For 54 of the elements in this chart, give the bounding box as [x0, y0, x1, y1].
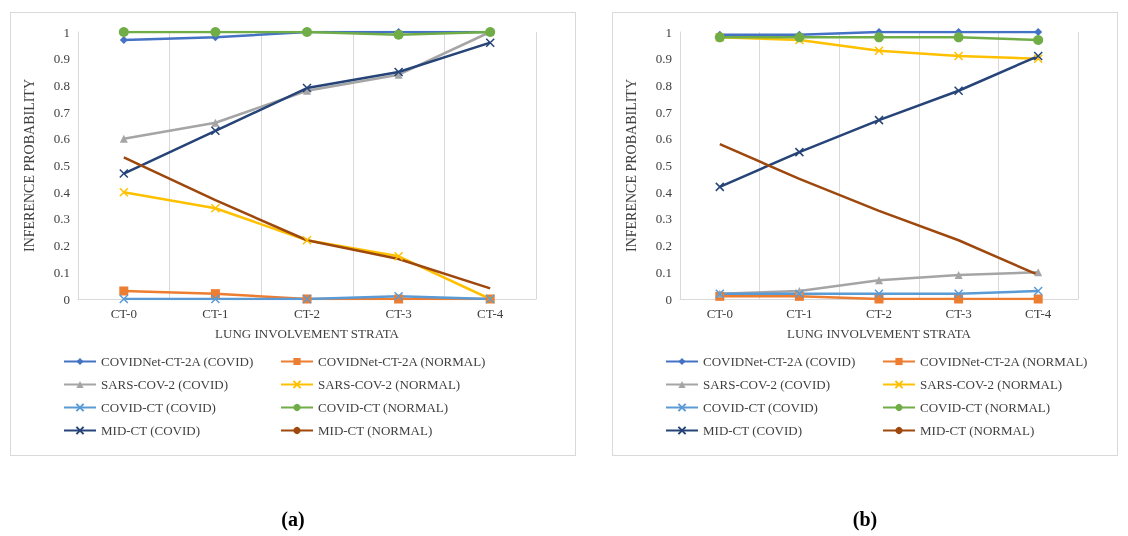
text: (a) — [281, 508, 305, 531]
legend-label: SARS-COV-2 (NORMAL) — [920, 377, 1063, 392]
legend-label: MID-CT (NORMAL) — [318, 423, 433, 438]
x-tick-label: CT-3 — [385, 306, 412, 321]
y-tick-label: 0.2 — [53, 238, 70, 254]
x-tick-label: CT-0 — [110, 306, 137, 321]
legend-label: SARS-COV-2 (NORMAL) — [318, 377, 461, 392]
legend-label: COVID-CT (NORMAL) — [920, 400, 1051, 415]
legend-label: SARS-COV-2 (COVID) — [101, 377, 229, 392]
x-tick-label: CT-1 — [786, 306, 813, 321]
legend-label: COVIDNet-CT-2A (COVID) — [101, 354, 254, 369]
y-tick-label: 0.6 — [655, 131, 673, 147]
y-tick-label: 0.7 — [53, 104, 71, 120]
x-tick-label: CT-4 — [1025, 306, 1052, 321]
legend-label: COVID-CT (COVID) — [703, 400, 818, 415]
y-tick-label: 0.8 — [655, 77, 672, 93]
x-tick-label: CT-2 — [865, 306, 893, 321]
x-tick-label: CT-1 — [202, 306, 229, 321]
y-tick-label: 0.1 — [655, 264, 672, 280]
legend-label: MID-CT (COVID) — [101, 423, 201, 438]
y-tick-label: 0.9 — [53, 51, 70, 67]
legend-label: SARS-COV-2 (COVID) — [703, 377, 831, 392]
x-tick-label: CT-3 — [945, 306, 972, 321]
y-tick-label: 0.3 — [53, 211, 70, 227]
y-axis-title: INFERENCE PROBABILITY — [623, 78, 639, 253]
y-tick-label: 1 — [665, 24, 672, 40]
legend-label: COVID-CT (COVID) — [101, 400, 216, 415]
y-tick-label: 0.6 — [53, 131, 71, 147]
legend-label: COVID-CT (NORMAL) — [318, 400, 449, 415]
legend-label: COVIDNet-CT-2A (NORMAL) — [920, 354, 1088, 369]
x-tick-label: CT-2 — [293, 306, 321, 321]
y-tick-label: 0.8 — [53, 77, 70, 93]
legend-label: COVIDNet-CT-2A (COVID) — [703, 354, 856, 369]
y-tick-label: 0.7 — [655, 104, 673, 120]
x-tick-label: CT-0 — [706, 306, 733, 321]
x-axis-title: LUNG INVOLVEMENT STRATA — [787, 326, 972, 341]
legend-label: MID-CT (COVID) — [703, 423, 803, 438]
y-tick-label: 0.5 — [655, 158, 672, 173]
y-tick-label: 0.2 — [655, 238, 672, 254]
y-tick-label: 0.4 — [53, 184, 71, 200]
y-tick-label: 0.3 — [655, 211, 672, 227]
y-tick-label: 0.4 — [655, 184, 673, 200]
y-tick-label: 0.5 — [53, 158, 70, 173]
text: (b) — [852, 508, 878, 531]
y-tick-label: 0.1 — [53, 264, 70, 280]
x-tick-label: CT-4 — [477, 306, 504, 321]
legend-label: COVIDNet-CT-2A (NORMAL) — [318, 354, 486, 369]
y-tick-label: 1 — [63, 24, 70, 40]
y-tick-label: 0 — [665, 291, 672, 307]
y-tick-label: 0 — [63, 291, 70, 307]
y-tick-label: 0.9 — [655, 51, 672, 67]
legend-label: MID-CT (NORMAL) — [920, 423, 1035, 438]
y-axis-title: INFERENCE PROBABILITY — [21, 78, 37, 253]
x-axis-title: LUNG INVOLVEMENT STRATA — [215, 326, 400, 341]
